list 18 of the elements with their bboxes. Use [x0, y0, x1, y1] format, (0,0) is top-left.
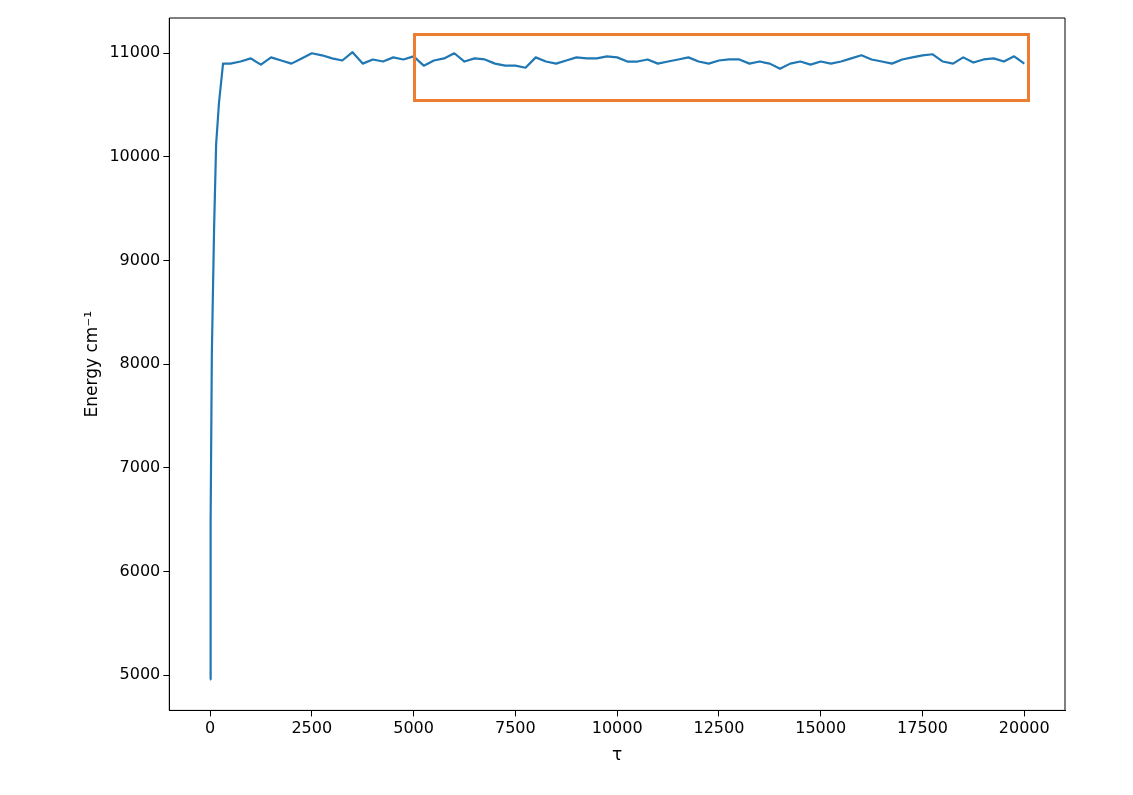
- x-tick-label: 20000: [998, 718, 1050, 738]
- y-tick-label: 8000: [119, 353, 161, 373]
- x-tick-label: 0: [204, 718, 216, 738]
- y-tick-label: 7000: [119, 457, 161, 477]
- x-tick-label: 10000: [591, 718, 643, 738]
- y-tick-label: 6000: [119, 560, 161, 580]
- x-axis-title: τ: [612, 744, 623, 765]
- y-axis-title: Energy cm⁻¹: [80, 310, 101, 418]
- y-tick-label: 10000: [109, 146, 161, 166]
- y-tick-label: 9000: [119, 249, 161, 269]
- x-tick-label: 12500: [693, 718, 745, 738]
- y-tick-label: 11000: [109, 42, 161, 62]
- x-tick-label: 5000: [393, 718, 434, 738]
- x-tick-label: 15000: [795, 718, 847, 738]
- y-tick-label: 5000: [119, 664, 161, 684]
- x-tick-label: 2500: [291, 718, 333, 738]
- x-tick-label: 7500: [495, 718, 536, 738]
- x-tick-label: 17500: [897, 718, 948, 738]
